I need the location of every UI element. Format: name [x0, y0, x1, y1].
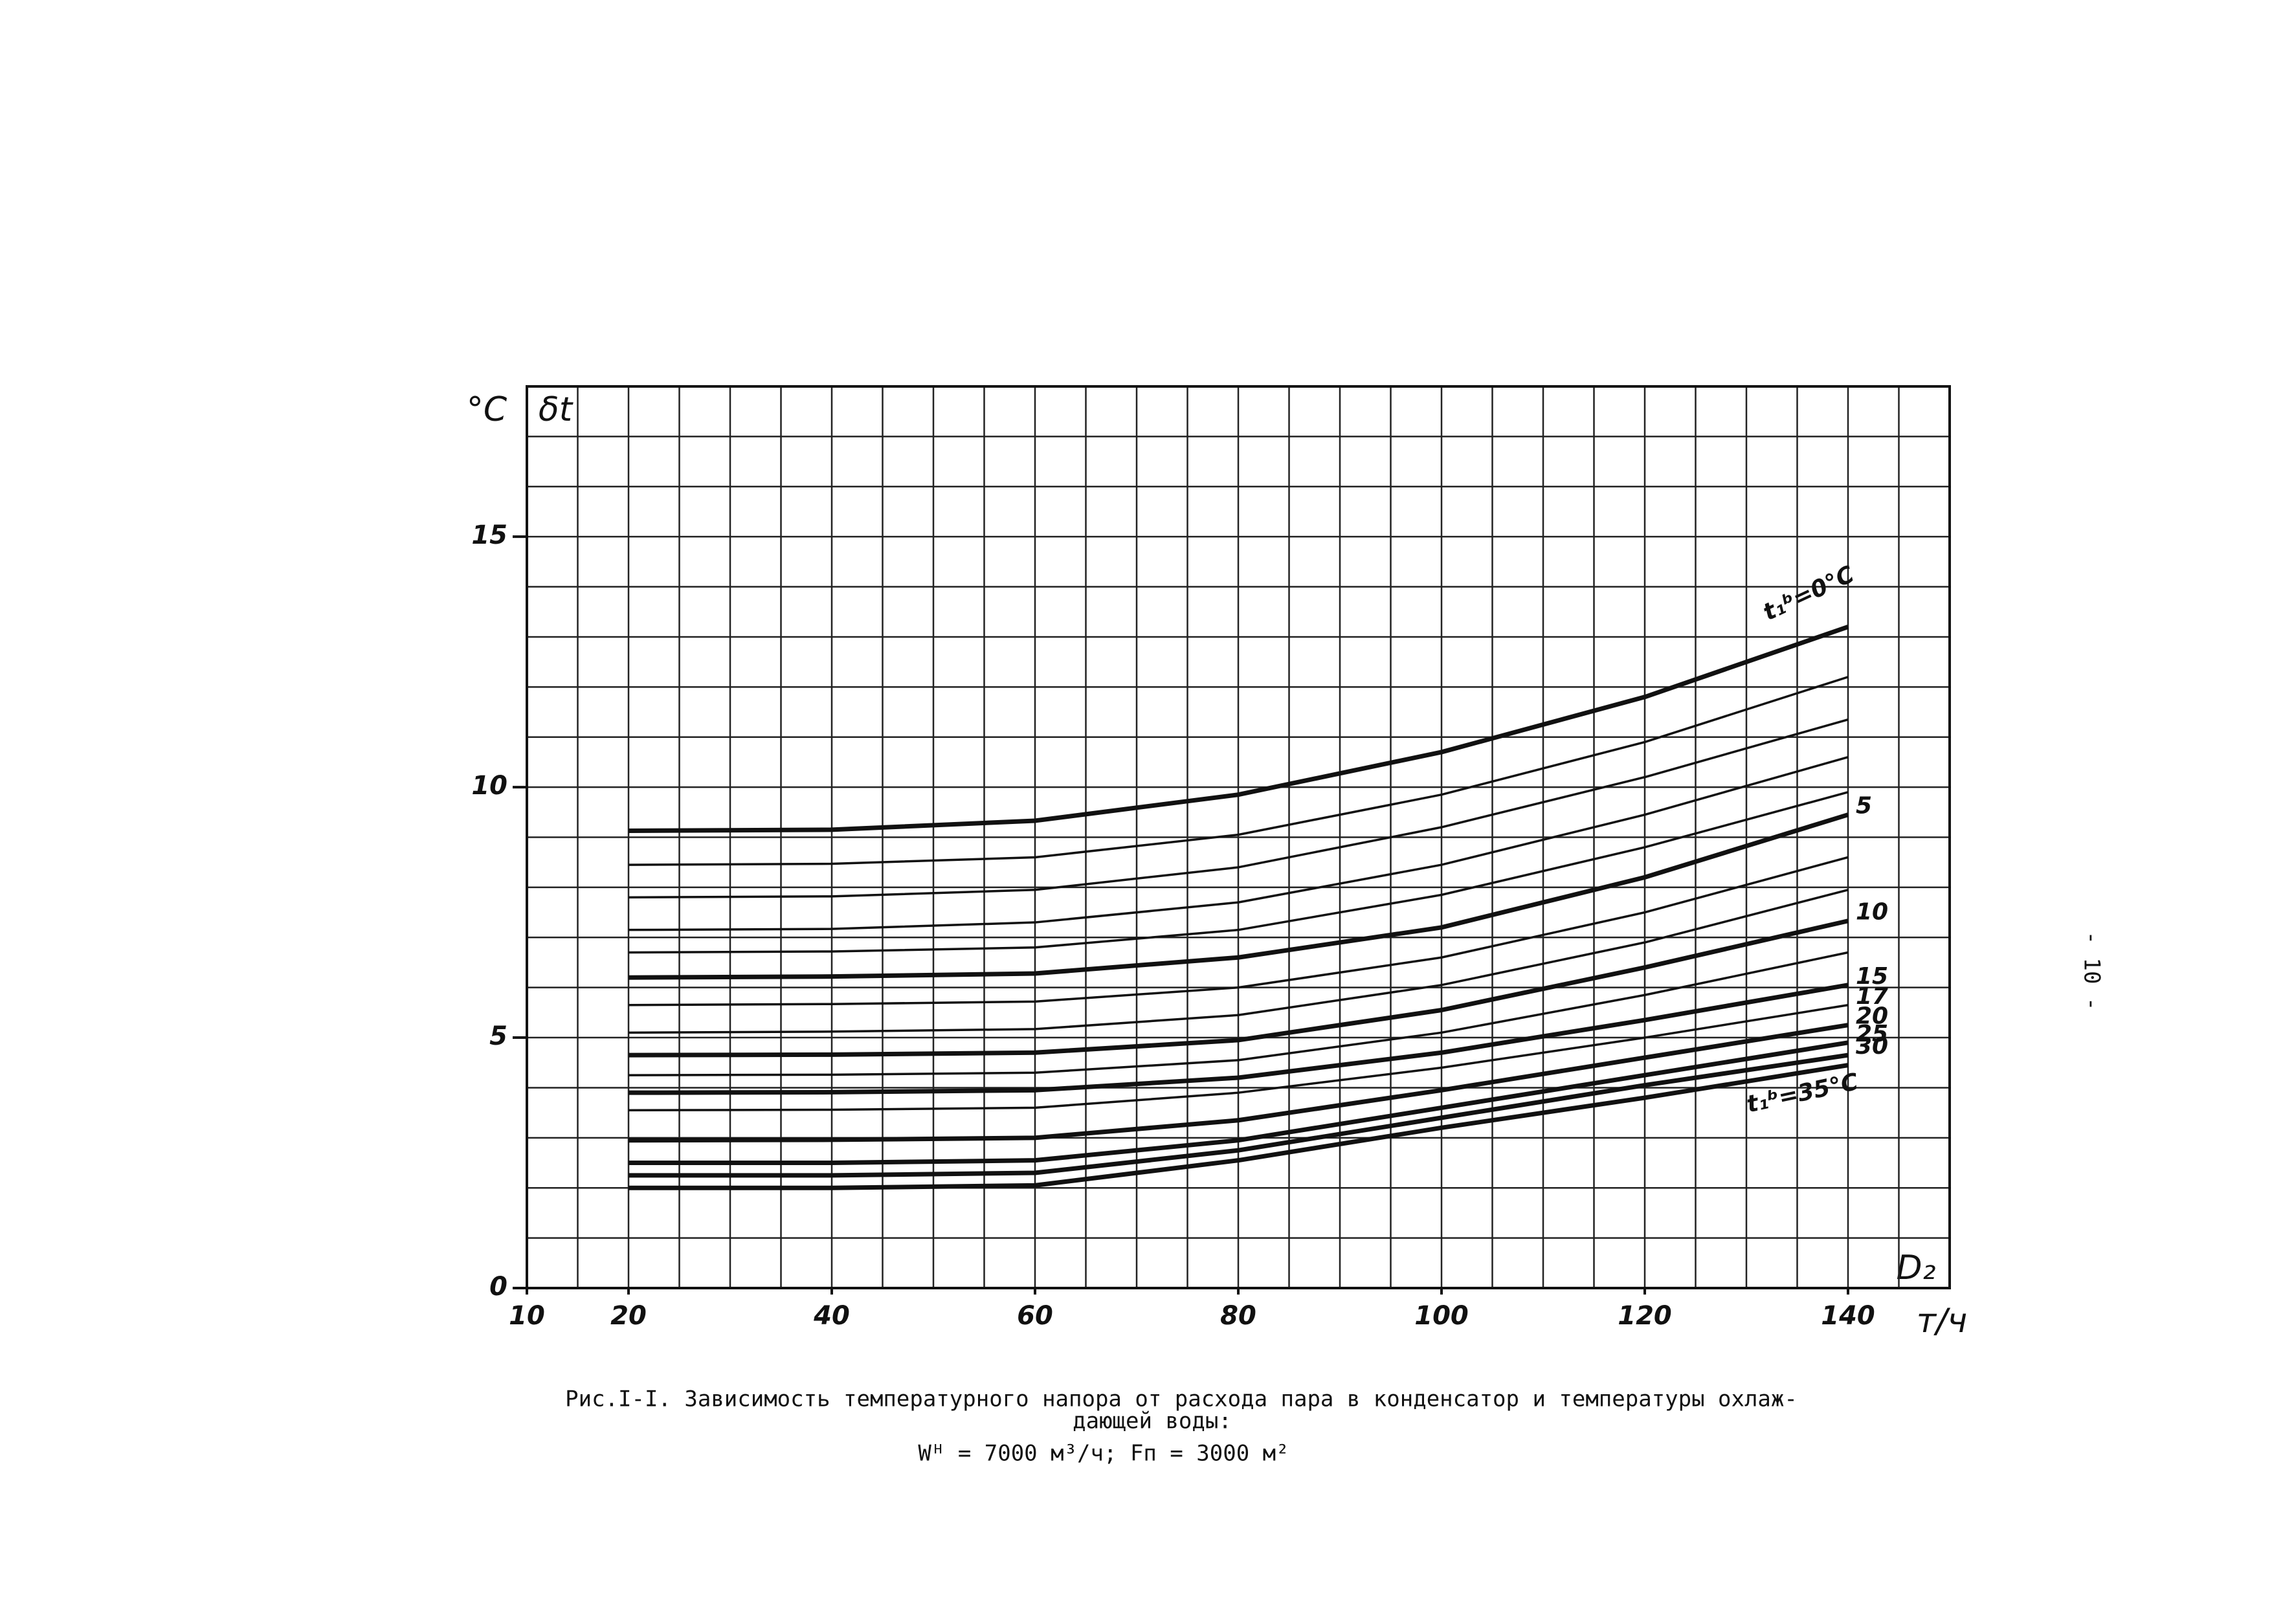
- y-label: δt: [539, 390, 574, 429]
- caption-line: Рис.I-I. Зависимость температурного напо…: [565, 1386, 1798, 1412]
- curve: [628, 889, 1849, 1034]
- curve: [628, 983, 1849, 1095]
- series-label: t₁ᵇ=35°C: [1744, 1069, 1861, 1118]
- x-tick-label: 80: [1220, 1301, 1256, 1331]
- x-unit: т/ч: [1917, 1302, 1968, 1340]
- y-tick-label: 10: [471, 771, 507, 801]
- curve: [628, 856, 1849, 1007]
- x-tick-label: 10: [509, 1301, 545, 1331]
- curve: [628, 676, 1849, 866]
- x-tick-label: 120: [1618, 1301, 1672, 1331]
- series-label: 17: [1856, 983, 1888, 1010]
- x-tick-label: 100: [1414, 1301, 1469, 1331]
- series-label: 25: [1856, 1021, 1888, 1047]
- caption-line: Wᴴ = 7000 м³/ч; Fп = 3000 м²: [918, 1441, 1289, 1467]
- y-unit: °C: [467, 390, 507, 429]
- curve: [628, 812, 1849, 980]
- curve: [628, 791, 1849, 954]
- curve: [628, 918, 1849, 1058]
- curve: [629, 1052, 1849, 1178]
- curve: [629, 1040, 1849, 1166]
- series-label: 10: [1856, 899, 1888, 926]
- x-label: D₂: [1897, 1249, 1936, 1287]
- curve: [628, 951, 1849, 1076]
- x-tick-label: 40: [813, 1301, 850, 1331]
- series-label: 15: [1856, 963, 1888, 990]
- x-tick-label: 140: [1821, 1301, 1875, 1331]
- y-tick-label: 5: [489, 1021, 507, 1051]
- series-label: 30: [1856, 1033, 1888, 1060]
- x-tick-label: 60: [1017, 1301, 1053, 1331]
- y-tick-label: 15: [471, 520, 507, 550]
- curve: [628, 755, 1849, 931]
- curve: [628, 1004, 1849, 1112]
- series-label: 5: [1856, 793, 1872, 819]
- curve: [628, 1023, 1849, 1143]
- curve: [628, 718, 1849, 899]
- y-tick-label: 0: [489, 1272, 507, 1302]
- series-label: t₁ᵇ=0°C: [1759, 561, 1859, 627]
- series-label: 20: [1856, 1003, 1888, 1030]
- curve: [629, 1063, 1849, 1190]
- page-number: - 10 -: [2079, 931, 2105, 1011]
- curve: [628, 625, 1849, 833]
- caption-line: дающей воды:: [1073, 1408, 1232, 1434]
- x-tick-label: 20: [610, 1301, 647, 1331]
